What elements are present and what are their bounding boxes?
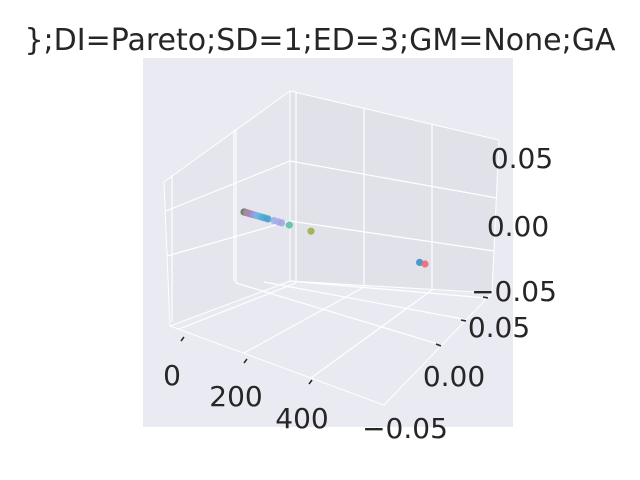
back-left-pane xyxy=(164,91,290,326)
x-grid-floor xyxy=(310,289,433,379)
chart-title: };DI=Pareto;SD=1;ED=3;GM=None;GA xyxy=(24,23,616,58)
pane-edge xyxy=(169,325,385,406)
y-tick-label: −0.05 xyxy=(362,412,448,445)
x-tick-mark xyxy=(180,336,185,342)
axes-3d: 0 200 400 −0.05 0.00 0.05 −0.05 0.00 0.0… xyxy=(163,90,557,445)
scatter-point xyxy=(421,260,429,268)
scatter-point xyxy=(416,258,424,266)
scatter-point xyxy=(285,221,293,229)
y-tick-mark xyxy=(435,343,442,347)
pane-edges xyxy=(163,90,500,406)
z-tick-label: 0.05 xyxy=(491,142,553,175)
floor-pane xyxy=(170,281,492,405)
z-grid-wall xyxy=(289,220,495,252)
points-layer xyxy=(240,208,429,268)
x-tick-mark xyxy=(308,379,313,385)
y-grid-floor xyxy=(235,282,439,345)
x-tick-label: 0 xyxy=(163,359,181,392)
tick-marks xyxy=(180,296,489,385)
z-tick-label: 0.00 xyxy=(487,210,549,243)
pane-edge xyxy=(169,280,291,327)
z-tick-label: −0.05 xyxy=(471,275,557,308)
x-tick-mark xyxy=(243,358,248,364)
y-grid-floor xyxy=(289,280,487,299)
pane-edge xyxy=(163,90,291,183)
x-grid-floor xyxy=(178,282,297,330)
grid-lines xyxy=(165,92,498,379)
scatter-point xyxy=(264,215,272,223)
y-grid-floor xyxy=(263,281,464,320)
x-grid-floor xyxy=(243,286,365,354)
x-tick-label: 200 xyxy=(209,380,262,413)
y-tick-label: 0.00 xyxy=(423,360,485,393)
pane-edge xyxy=(289,90,500,141)
y-tick-mark xyxy=(482,296,489,299)
z-grid-wall xyxy=(166,220,291,257)
pane-edge xyxy=(163,181,171,327)
z-grid-wall xyxy=(289,160,498,199)
z-grid-wall xyxy=(165,160,291,212)
scatter-point xyxy=(278,219,286,227)
back-right-pane xyxy=(290,91,499,293)
pane-edge xyxy=(289,280,493,294)
y-tick-label: 0.05 xyxy=(468,311,530,344)
x-tick-label: 400 xyxy=(275,402,328,435)
pane-edge xyxy=(383,292,493,406)
pane-edge xyxy=(491,139,500,294)
y-tick-mark xyxy=(460,319,467,322)
scatter-point xyxy=(307,227,315,235)
tick-labels: 0 200 400 −0.05 0.00 0.05 −0.05 0.00 0.0… xyxy=(163,142,557,445)
